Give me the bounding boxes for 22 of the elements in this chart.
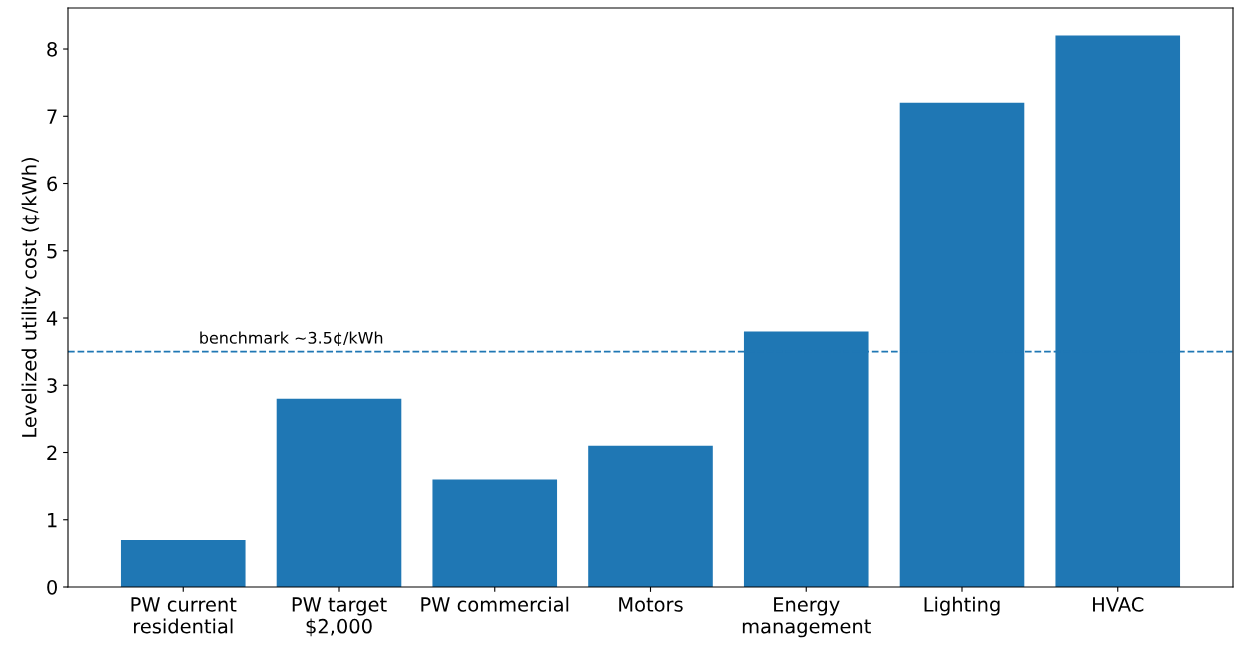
x-tick-label: HVAC bbox=[1093, 597, 1144, 612]
bar bbox=[588, 445, 713, 587]
x-tick-label: Motors bbox=[619, 597, 683, 612]
x-tick-label: PW current residential bbox=[131, 597, 237, 634]
ref-line-label: benchmark ~3.5¢/kWh bbox=[200, 331, 383, 347]
y-tick-label: 8 bbox=[47, 41, 57, 57]
y-tick-label: 3 bbox=[47, 378, 57, 393]
bar bbox=[276, 398, 402, 587]
y-tick-label: 6 bbox=[47, 176, 58, 192]
x-tick-label: Lighting bbox=[924, 596, 1000, 616]
y-tick-label: 7 bbox=[47, 109, 57, 124]
y-tick-label: 1 bbox=[48, 512, 57, 528]
x-tick-label: PW target $2,000 bbox=[292, 597, 387, 637]
bar bbox=[432, 479, 558, 587]
bar bbox=[120, 539, 246, 587]
y-tick-label: 5 bbox=[47, 243, 57, 259]
x-tick-label: PW commercial bbox=[421, 596, 569, 612]
y-tick-label: 2 bbox=[47, 445, 57, 460]
y-axis-title: Levelized utility cost (¢/kWh) bbox=[21, 158, 41, 437]
y-tick-label: 0 bbox=[47, 579, 57, 595]
x-tick-label: Energy management bbox=[742, 597, 871, 638]
y-tick-label: 4 bbox=[46, 311, 58, 326]
